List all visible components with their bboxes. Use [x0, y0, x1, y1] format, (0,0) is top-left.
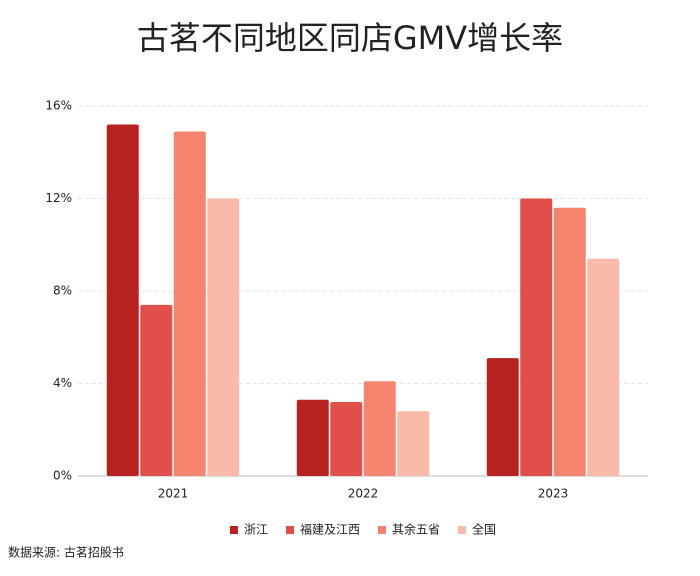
bar: [363, 381, 396, 476]
y-tick-label: 8%: [53, 284, 72, 298]
bar: [520, 198, 553, 476]
y-tick-label: 16%: [45, 99, 72, 113]
x-tick-label: 2021: [158, 487, 189, 501]
bar: [486, 358, 519, 476]
y-tick-label: 0%: [53, 469, 72, 483]
x-tick-label: 2022: [348, 487, 379, 501]
source-note: 数据来源: 古茗招股书: [8, 545, 124, 560]
legend-swatch: [378, 526, 386, 534]
chart-title: 古茗不同地区同店GMV增长率: [137, 19, 563, 57]
bar: [330, 402, 363, 476]
legend-swatch: [229, 526, 238, 534]
x-tick-label: 2023: [538, 487, 569, 501]
legend-label: 全国: [472, 522, 496, 537]
bar: [207, 198, 240, 476]
bar: [296, 399, 329, 476]
bar: [106, 124, 139, 476]
y-tick-label: 12%: [45, 191, 72, 205]
y-tick-label: 4%: [53, 376, 72, 390]
legend-label: 其余五省: [392, 522, 440, 537]
legend-swatch: [285, 526, 294, 534]
bar: [587, 258, 620, 476]
legend-swatch: [458, 526, 467, 534]
bar: [397, 411, 430, 476]
bar: [173, 131, 206, 476]
bar: [140, 304, 173, 476]
legend-label: 浙江: [244, 523, 268, 537]
legend-label: 福建及江西: [300, 522, 360, 537]
bar: [553, 207, 586, 476]
